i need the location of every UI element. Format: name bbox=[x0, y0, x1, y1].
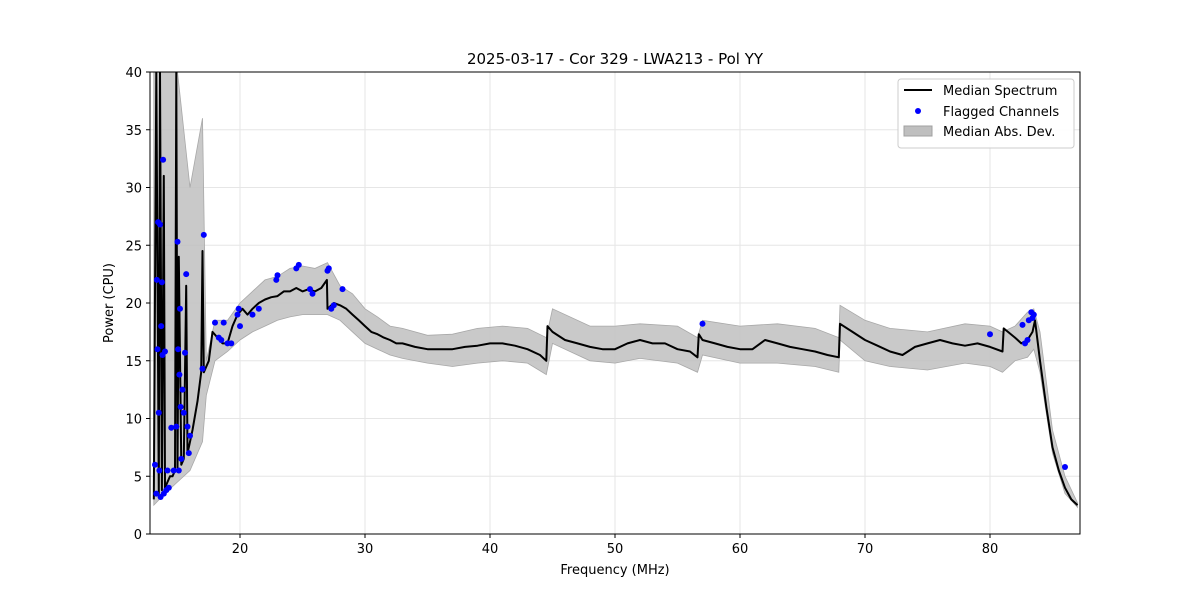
legend-median-label: Median Spectrum bbox=[943, 84, 1057, 99]
x-tick-label: 30 bbox=[357, 542, 374, 557]
legend: Median Spectrum Flagged Channels Median … bbox=[897, 78, 1075, 149]
flagged-channel-point bbox=[1019, 321, 1026, 328]
axis-layer: 20 30 40 50 60 70 80 0 5 10 15 20 25 30 35 40 bbox=[125, 66, 998, 557]
flagged-channel-point bbox=[168, 424, 175, 431]
flagged-channel-point bbox=[309, 290, 316, 297]
median-spectrum-line bbox=[152, 72, 1079, 506]
flagged-channel-point bbox=[295, 261, 302, 268]
flagged-channel-point bbox=[330, 302, 337, 309]
flagged-channel-point bbox=[255, 305, 262, 312]
y-tick-label: 30 bbox=[125, 182, 142, 197]
flagged-channel-point bbox=[1062, 464, 1068, 470]
flagged-channel-point bbox=[157, 221, 163, 228]
x-tick-label: 40 bbox=[482, 542, 499, 557]
chart-title: 2025-03-17 - Cor 329 - LWA213 - Pol YY bbox=[467, 50, 764, 68]
legend-flagged-marker-icon bbox=[915, 108, 921, 114]
legend-mad-swatch-icon bbox=[903, 125, 933, 137]
flagged-channel-point bbox=[177, 403, 184, 410]
flagged-channel-point bbox=[162, 348, 168, 355]
flagged-channel-point bbox=[234, 311, 241, 318]
flagged-channel-point bbox=[274, 272, 281, 279]
flagged-channel-point bbox=[176, 371, 183, 378]
flagged-channel-point bbox=[212, 319, 218, 326]
y-tick-label: 0 bbox=[134, 528, 142, 543]
flagged-channel-point bbox=[165, 484, 172, 491]
x-axis-label: Frequency (MHz) bbox=[560, 563, 669, 578]
x-tick-label: 60 bbox=[732, 542, 749, 557]
y-tick-label: 10 bbox=[125, 413, 142, 428]
flagged-channel-point bbox=[273, 276, 280, 283]
x-tick-label: 80 bbox=[982, 542, 999, 557]
y-tick-label: 15 bbox=[125, 355, 142, 370]
flagged-channel-point bbox=[164, 467, 171, 474]
x-tick-label: 50 bbox=[607, 542, 624, 557]
y-axis-label: Power (CPU) bbox=[102, 263, 117, 343]
y-tick-label: 35 bbox=[125, 124, 142, 139]
legend-mad-label: Median Abs. Dev. bbox=[943, 125, 1055, 140]
flagged-channel-point bbox=[177, 305, 183, 312]
flagged-channel-point bbox=[200, 231, 207, 238]
flagged-channel-point bbox=[153, 276, 160, 283]
legend-flagged-label: Flagged Channels bbox=[943, 105, 1059, 120]
flagged-channel-point bbox=[175, 346, 182, 353]
y-tick-label: 5 bbox=[134, 470, 142, 485]
flagged-channel-point bbox=[325, 265, 332, 272]
flagged-channel-point bbox=[987, 331, 993, 338]
y-tick-label: 20 bbox=[125, 297, 142, 312]
flagged-channel-point bbox=[160, 156, 167, 163]
flagged-channel-point bbox=[182, 349, 188, 356]
flagged-channel-point bbox=[156, 467, 163, 474]
flagged-channel-point bbox=[249, 311, 256, 318]
flagged-channel-point bbox=[184, 423, 191, 430]
flagged-channel-point bbox=[218, 337, 225, 343]
flagged-channel-point bbox=[170, 467, 177, 474]
flagged-channel-point bbox=[154, 346, 161, 353]
x-tick-label: 70 bbox=[857, 542, 874, 557]
flagged-channel-point bbox=[699, 320, 706, 327]
flagged-channel-point bbox=[1024, 337, 1031, 343]
flagged-channel-point bbox=[173, 423, 180, 430]
flagged-channel-point bbox=[199, 365, 206, 372]
mad-band-area bbox=[153, 72, 1078, 509]
x-tick-label: 20 bbox=[232, 542, 249, 557]
flagged-channel-point bbox=[307, 286, 313, 293]
flagged-channel-point bbox=[153, 490, 160, 497]
flagged-channel-point bbox=[187, 432, 193, 439]
legend-box bbox=[897, 78, 1075, 149]
flagged-channel-point bbox=[155, 409, 162, 416]
flagged-channel-point bbox=[185, 450, 192, 457]
flagged-channel-point bbox=[174, 238, 181, 245]
flagged-channel-point bbox=[339, 286, 346, 293]
flagged-channel-point bbox=[220, 319, 227, 326]
flagged-channel-point bbox=[158, 323, 165, 330]
flagged-channel-point bbox=[178, 455, 185, 462]
flagged-channel-point bbox=[237, 323, 243, 330]
flagged-channel-point bbox=[179, 386, 186, 393]
plot-area bbox=[152, 72, 1079, 509]
flagged-channel-point bbox=[152, 461, 158, 468]
flagged-channel-point bbox=[180, 409, 187, 416]
y-tick-label: 25 bbox=[125, 239, 142, 254]
flagged-channel-point bbox=[1030, 311, 1037, 318]
flagged-channel-point bbox=[235, 305, 242, 312]
flagged-channel-point bbox=[228, 340, 235, 347]
flagged-channel-point bbox=[158, 279, 165, 286]
flagged-channel-point bbox=[175, 467, 182, 474]
flagged-channel-point bbox=[183, 271, 190, 278]
y-tick-label: 40 bbox=[125, 66, 142, 81]
